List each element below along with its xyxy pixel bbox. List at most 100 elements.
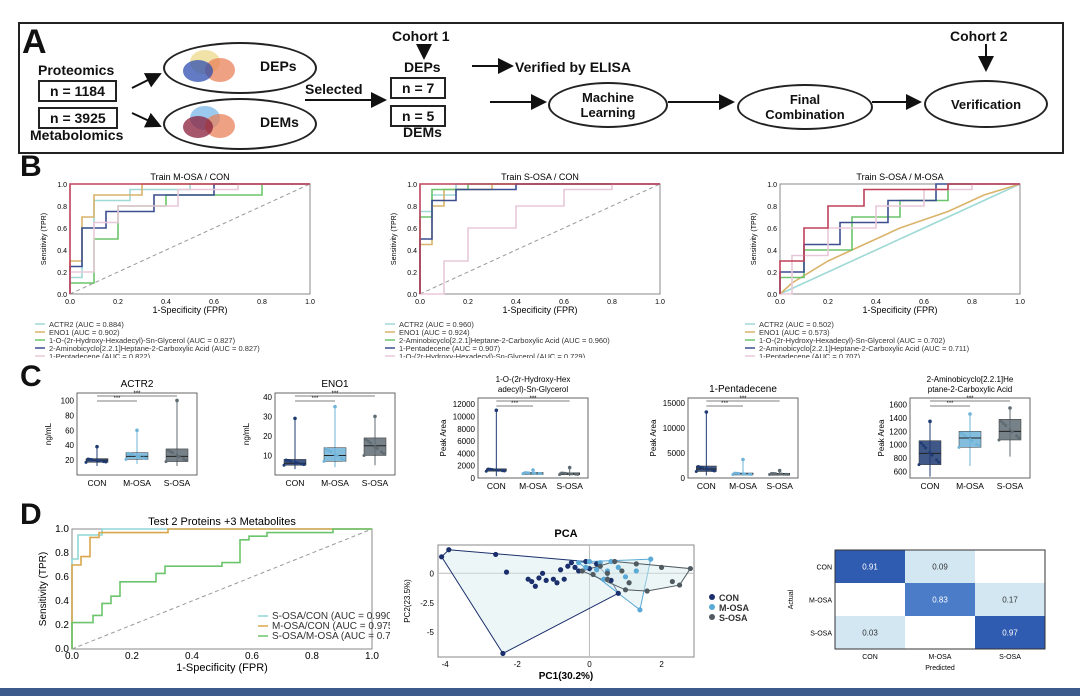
pca-point [565, 563, 571, 569]
legend-entry: S-OSA [719, 613, 748, 623]
x-axis-label: 1-Specificity (FPR) [862, 305, 937, 315]
data-point [84, 460, 88, 464]
x-tick-label: 0.6 [245, 651, 259, 662]
pca-point [633, 561, 639, 567]
heatmap-cell [975, 583, 1045, 616]
y-tick-label: 10000 [663, 424, 686, 433]
data-point [694, 470, 698, 473]
x-tick-label: M-OSA [321, 478, 349, 488]
x-tick-label: 0.8 [967, 299, 977, 306]
legend-entry: 1-O-(2r-Hydroxy-Hexadecyl)-Sn-Glycerol (… [759, 336, 946, 345]
pca-point [604, 576, 611, 582]
n-proteomics-box: n = 1184 [38, 80, 117, 102]
legend-marker [709, 614, 715, 620]
legend-entry: ENO1 (AUC = 0.902) [49, 328, 120, 337]
data-point [324, 447, 328, 451]
y-tick-label: 60 [65, 426, 74, 435]
x-axis-label: PC1(30.2%) [539, 671, 593, 682]
y-tick-label: 0.6 [55, 572, 69, 583]
y-axis-label: Sensitivity (TPR) [751, 213, 758, 265]
y-tick-label: -5 [427, 628, 435, 637]
data-point [166, 448, 170, 452]
data-point [364, 438, 368, 442]
group-hull [440, 549, 619, 655]
data-point [95, 458, 99, 462]
data-point [175, 453, 179, 457]
roc-curve [69, 183, 310, 294]
x-tick-label: 1.0 [655, 299, 665, 306]
data-point [560, 471, 564, 475]
legend-entry: 1-Pentadecene (AUC = 0.822) [49, 352, 151, 358]
outlier-point [968, 412, 972, 416]
data-point [959, 431, 963, 435]
heatmap-cell [905, 616, 975, 649]
col-label: CON [862, 654, 878, 661]
roc-curve [419, 183, 660, 294]
pca-point [622, 587, 629, 593]
data-point [968, 437, 972, 441]
y-axis-label: ng/mL [242, 422, 251, 445]
panel-label-d: D [20, 498, 42, 531]
chart-title: Test 2 Proteins +3 Metabolites [148, 516, 296, 528]
x-tick-label: CON [697, 481, 716, 491]
data-point [537, 471, 541, 475]
chart-title: ENO1 [321, 379, 349, 390]
data-point [375, 446, 379, 450]
y-tick-label: 600 [894, 467, 908, 476]
legend-entry: 1-O-(2r-Hydroxy-Hexadecyl)-Sn-Glycerol (… [399, 352, 586, 358]
pca-point [572, 564, 578, 570]
x-tick-label: 0.8 [257, 299, 267, 306]
ml-label: Machine Learning [580, 90, 636, 120]
y-tick-label: 0.0 [407, 292, 417, 299]
pca-point [503, 569, 510, 575]
data-point [486, 467, 490, 471]
y-tick-label: 80 [65, 411, 74, 420]
data-point [741, 472, 745, 476]
data-point [919, 441, 923, 445]
chart-title: Train S-OSA / CON [501, 172, 579, 182]
roc-curve [780, 183, 1020, 295]
significance-label: *** [511, 401, 519, 407]
data-point [999, 419, 1003, 423]
y-tick-label: 10 [263, 451, 272, 460]
cell-value: 0.17 [1002, 596, 1018, 605]
y-tick-label: 20 [263, 432, 272, 441]
y-tick-label: 0.8 [55, 548, 69, 559]
y-tick-label: 1400 [889, 414, 907, 423]
heatmap-cell [905, 550, 975, 583]
pca-point [687, 565, 693, 572]
cell-value: 0.09 [932, 563, 948, 572]
data-point [930, 453, 934, 457]
pca-point [608, 558, 614, 565]
legend-entry: S-OSA/M-OSA (AUC = 0.729) [272, 631, 390, 642]
roc-curve [69, 183, 310, 294]
pca-point [615, 564, 621, 570]
significance-label: *** [331, 391, 339, 397]
outlier-point [175, 398, 179, 403]
panel-label-c: C [20, 360, 42, 393]
y-tick-label: 12000 [453, 400, 476, 409]
data-point [1004, 424, 1008, 428]
panel-label-a: A [22, 23, 47, 61]
pca-point [626, 580, 632, 586]
roc-test: Test 2 Proteins +3 Metabolites 0.00.0 0.2 0… [38, 516, 390, 674]
x-axis-label: Predicted [925, 665, 955, 670]
data-point [335, 454, 339, 458]
y-tick-label: 0.8 [407, 204, 417, 211]
x-tick-label: -2 [514, 660, 522, 669]
pca-point [543, 577, 549, 583]
data-point [322, 459, 326, 463]
roc-curve [69, 183, 310, 294]
cell-value: 0.91 [862, 563, 878, 572]
y-axis-label: Peak Area [877, 419, 886, 456]
pca-point [446, 547, 452, 553]
outlier-point [135, 428, 139, 433]
data-point [326, 448, 330, 452]
pca-point [597, 563, 603, 569]
y-axis-label: Actual [788, 589, 795, 609]
roc-curve [419, 183, 660, 294]
y-tick-label: 1.0 [55, 524, 69, 535]
row-label: S-OSA [810, 631, 832, 638]
outlier-point [567, 465, 572, 470]
verification-ellipse: Verification [924, 80, 1048, 128]
